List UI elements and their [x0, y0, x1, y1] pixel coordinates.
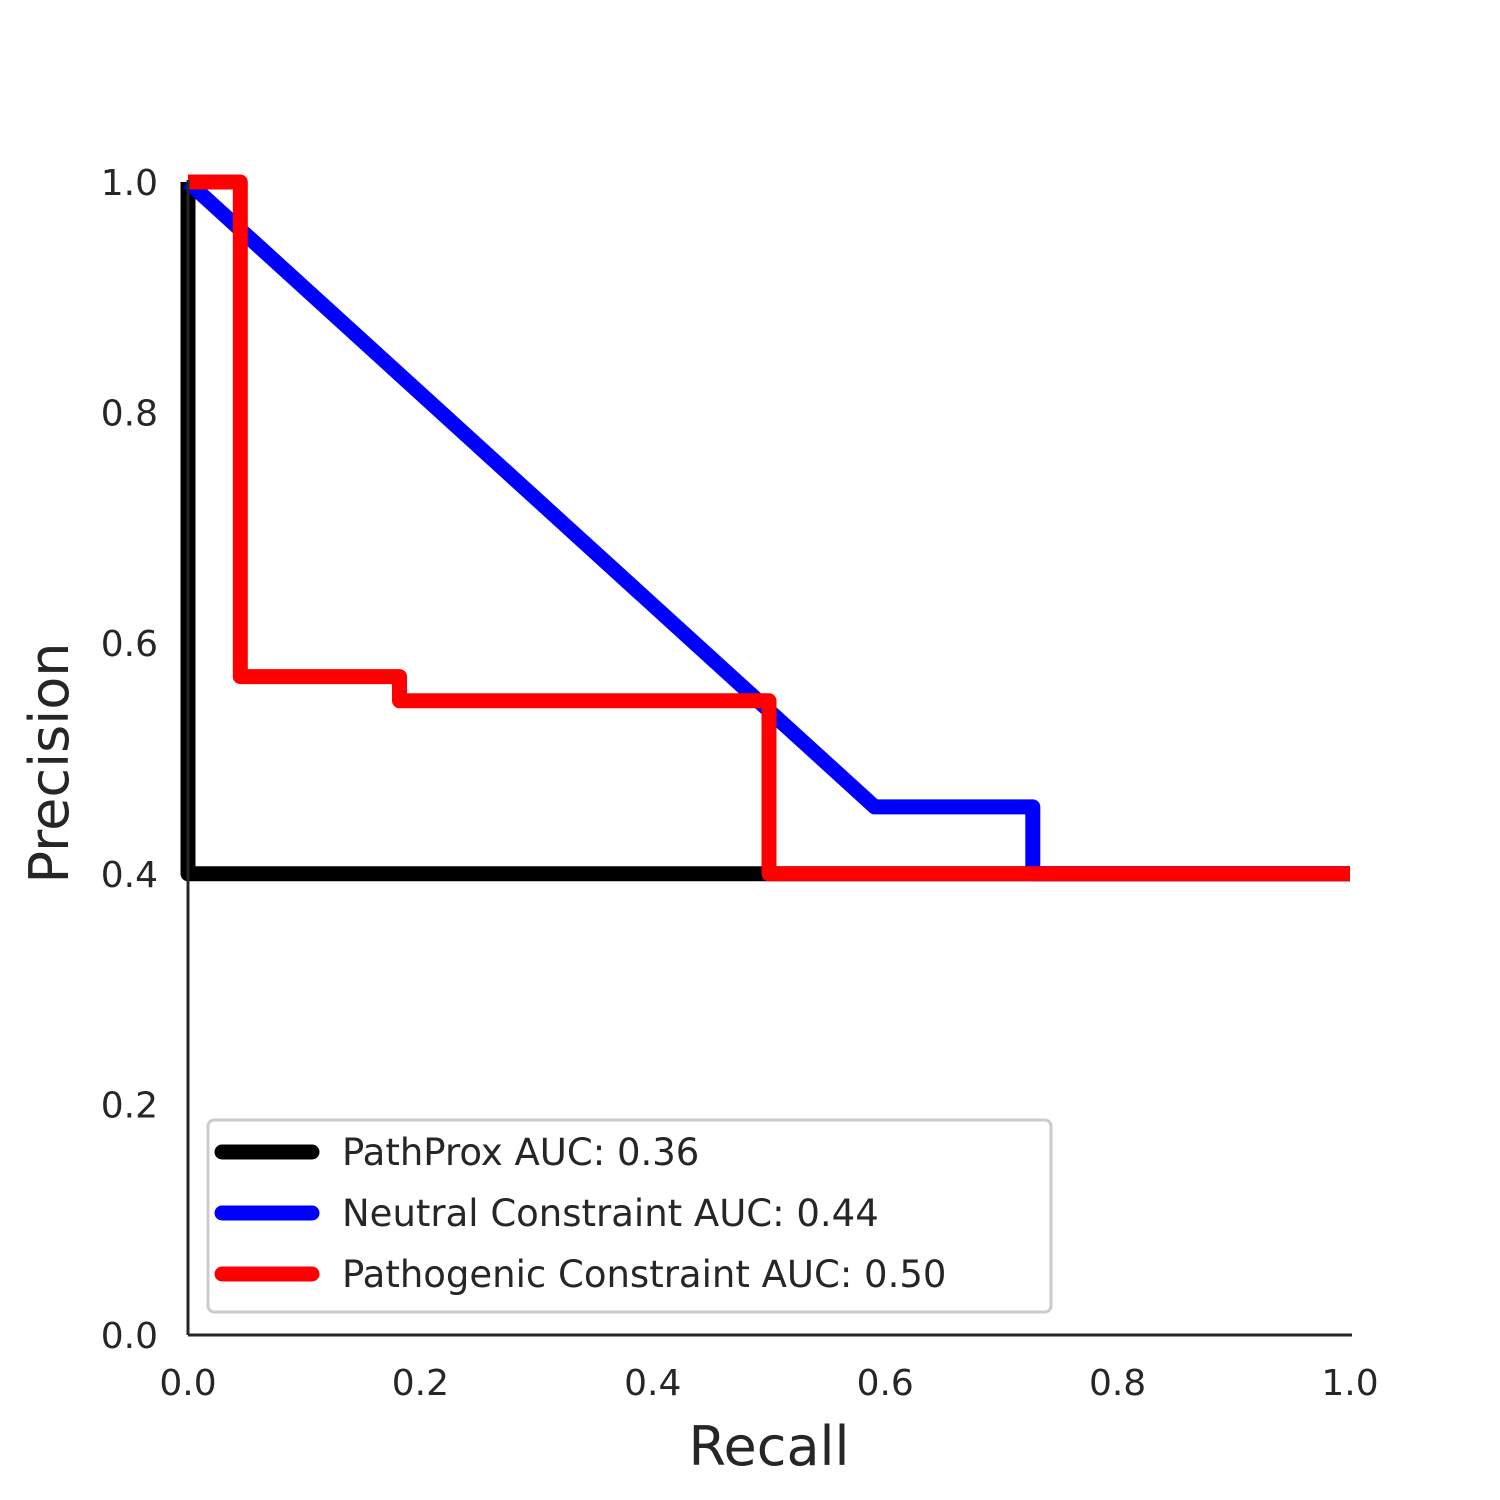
legend: PathProx AUC: 0.36 Neutral Constraint AUC… — [206, 1118, 1053, 1314]
legend-items: PathProx AUC: 0.36 Neutral Constraint AUC… — [214, 1131, 946, 1296]
legend-label-1: PathProx AUC: 0.36 — [342, 1131, 699, 1174]
y-tick-label: 0.2 — [101, 1085, 158, 1126]
x-tick-label: 1.0 — [1321, 1363, 1378, 1404]
y-tick-labels: 0.0 0.2 0.4 0.6 0.8 1.0 — [101, 163, 158, 1357]
x-tick-label: 0.0 — [159, 1363, 216, 1404]
x-tick-labels: 0.0 0.2 0.4 0.6 0.8 1.0 — [159, 1363, 1378, 1404]
y-tick-label: 0.8 — [101, 394, 158, 435]
y-tick-label: 0.4 — [101, 855, 158, 896]
x-axis-label: Recall — [688, 1415, 849, 1478]
y-tick-label: 0.0 — [101, 1316, 158, 1357]
y-axis-label: Precision — [18, 643, 81, 884]
y-tick-label: 1.0 — [101, 163, 158, 204]
x-tick-label: 0.4 — [624, 1363, 681, 1404]
series-line-3 — [188, 174, 1350, 882]
x-tick-label: 0.6 — [857, 1363, 914, 1404]
series-layer — [180, 174, 1350, 882]
legend-box — [206, 1118, 1053, 1314]
x-tick-label: 0.8 — [1089, 1363, 1146, 1404]
legend-label-3: Pathogenic Constraint AUC: 0.50 — [342, 1253, 946, 1296]
y-tick-label: 0.6 — [101, 624, 158, 665]
legend-label-2: Neutral Constraint AUC: 0.44 — [342, 1192, 879, 1235]
x-tick-label: 0.2 — [392, 1363, 449, 1404]
